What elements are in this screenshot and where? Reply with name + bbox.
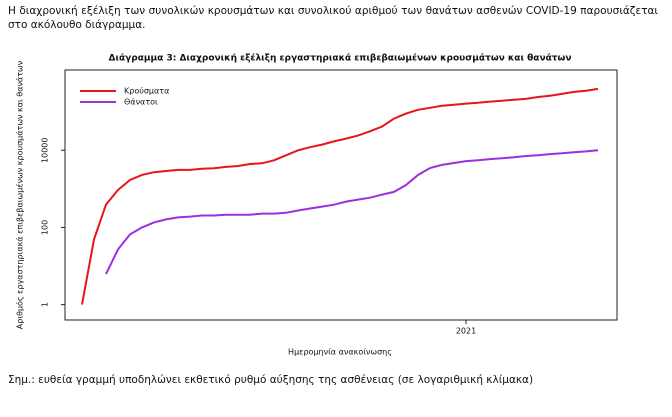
chart-title: Διάγραμμα 3: Διαχρονική εξέλιξη εργαστηρ… (108, 53, 571, 64)
series-line (105, 149, 599, 275)
x-tick-label: 2021 (456, 327, 476, 336)
legend-label: Θάνατοι (124, 98, 158, 107)
legend-label: Κρούσματα (124, 86, 169, 96)
y-tick-label: 10000 (41, 138, 50, 163)
plot-frame (64, 69, 618, 321)
intro-text: Η διαχρονική εξέλιξη των συνολικών κρουσ… (8, 5, 658, 31)
x-axis-label: Ημερομηνία ανακοίνωσης (288, 348, 392, 357)
y-tick-label: 1 (41, 302, 50, 307)
y-axis-label: Αριθμός εργαστηριακά επιβεβαιωμένων κρου… (15, 60, 25, 329)
series-line (81, 87, 599, 305)
note-text: Σημ.: ευθεία γραμμή υποδηλώνει εκθετικό … (8, 374, 534, 386)
y-tick-label: 100 (41, 220, 50, 235)
